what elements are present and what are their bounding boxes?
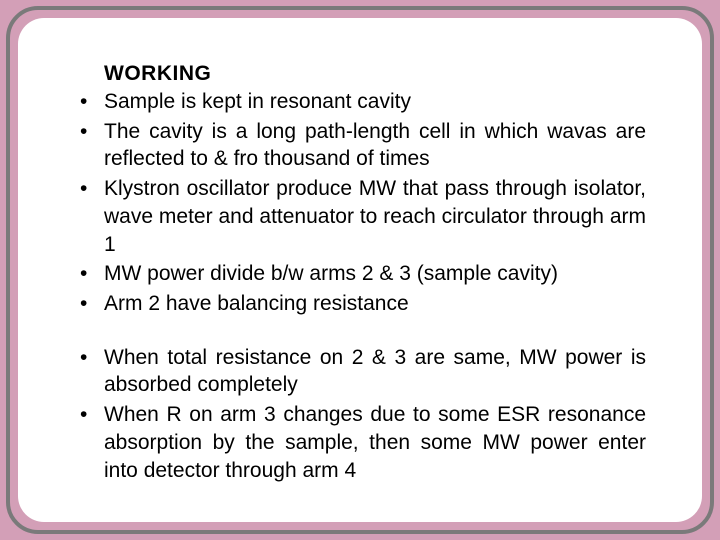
list-item: MW power divide b/w arms 2 & 3 (sample c… xyxy=(74,260,646,288)
list-item: Klystron oscillator produce MW that pass… xyxy=(74,175,646,258)
slide: WORKING Sample is kept in resonant cavit… xyxy=(0,0,720,540)
list-item: Sample is kept in resonant cavity xyxy=(74,88,646,116)
bullet-list-1: Sample is kept in resonant cavity The ca… xyxy=(74,88,646,318)
list-item: When total resistance on 2 & 3 are same,… xyxy=(74,344,646,399)
slide-heading: WORKING xyxy=(104,62,646,86)
list-item: Arm 2 have balancing resistance xyxy=(74,290,646,318)
content-panel: WORKING Sample is kept in resonant cavit… xyxy=(18,18,702,522)
list-item: The cavity is a long path-length cell in… xyxy=(74,118,646,173)
list-item: When R on arm 3 changes due to some ESR … xyxy=(74,401,646,484)
paragraph-gap xyxy=(74,320,646,344)
bullet-list-2: When total resistance on 2 & 3 are same,… xyxy=(74,344,646,485)
